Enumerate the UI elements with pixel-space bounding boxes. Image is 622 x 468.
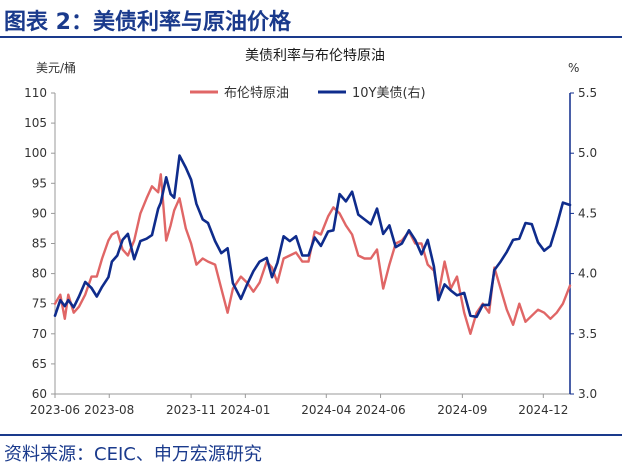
left-tick-label: 75: [32, 297, 47, 311]
x-tick-label: 2024-09: [437, 403, 487, 417]
left-tick-label: 60: [32, 387, 47, 401]
left-tick-label: 95: [32, 176, 47, 190]
left-tick-label: 65: [32, 357, 47, 371]
right-tick-label: 4.0: [578, 267, 597, 281]
legend: 布伦特原油 10Y美债(右): [190, 86, 426, 101]
left-tick-label: 80: [32, 267, 47, 281]
x-tick-label: 2023-08: [84, 403, 134, 417]
figure-source: 资料来源：CEIC、申万宏源研究: [4, 444, 262, 465]
left-tick-label: 100: [24, 146, 47, 160]
right-tick-label: 5.0: [578, 146, 597, 160]
series-layer: [53, 154, 572, 335]
right-tick-label: 3.5: [578, 327, 597, 341]
x-tick-label: 2024-01: [220, 403, 270, 417]
left-axis-unit: 美元/桶: [36, 60, 76, 75]
series-treasury-line: [53, 154, 572, 319]
right-tick-label: 5.5: [578, 86, 597, 100]
right-tick-label: 4.5: [578, 206, 597, 220]
left-tick-label: 105: [24, 116, 47, 130]
chart-title: 美债利率与布伦特原油: [245, 47, 385, 64]
axes-layer: 110 105 100 95 90 85 80 75 70 65 60 5.5 5.0 4.5 4.0 3.5…: [24, 86, 597, 417]
x-tick-label: 2023-11: [166, 403, 216, 417]
x-tick-label: 2024-06: [355, 403, 405, 417]
legend-label: 10Y美债(右): [352, 86, 426, 101]
x-tick-label: 2024-04: [301, 403, 351, 417]
footer-rule: [0, 434, 622, 436]
right-axis-unit: %: [568, 61, 579, 75]
legend-label: 布伦特原油: [224, 86, 289, 101]
right-tick-label: 3.0: [578, 387, 597, 401]
left-tick-label: 110: [24, 86, 47, 100]
figure-header: 图表 2：美债利率与原油价格: [0, 0, 622, 38]
left-tick-label: 70: [32, 327, 47, 341]
left-tick-label: 85: [32, 237, 47, 251]
left-tick-label: 90: [32, 206, 47, 220]
x-tick-label: 2023-06: [30, 403, 80, 417]
figure-title: 图表 2：美债利率与原油价格: [4, 10, 291, 35]
title-rule: [0, 36, 622, 38]
x-tick-label: 2024-12: [518, 403, 568, 417]
